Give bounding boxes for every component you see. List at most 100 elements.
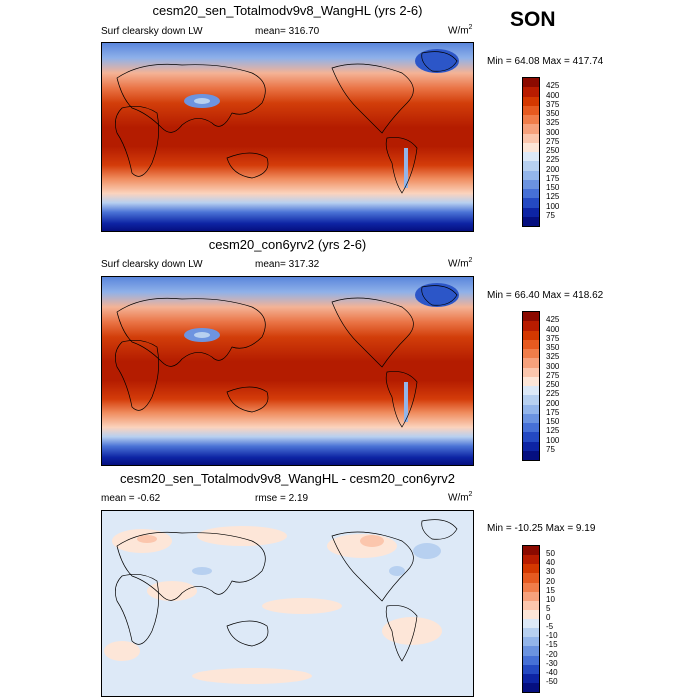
panel-2-colorbar [522, 311, 540, 461]
colorbar-tick-label: 325 [546, 118, 560, 128]
panel-1-minmax: Min = 64.08 Max = 417.74 [487, 56, 604, 67]
colorbar-tick-label: 75 [546, 444, 555, 454]
colorbar-tick-label: 250 [546, 146, 560, 155]
colorbar-swatch [523, 664, 539, 674]
colorbar-tick-label: -5 [546, 622, 554, 632]
colorbar-tick-label: 400 [546, 324, 560, 334]
colorbar-swatch [523, 105, 539, 115]
colorbar-swatch [523, 161, 539, 171]
panel-1-units: W/m2 [448, 24, 473, 37]
colorbar-tick-label: -30 [546, 658, 558, 668]
colorbar-tick-label: 100 [546, 435, 560, 445]
colorbar-tick-label: 20 [546, 576, 555, 586]
colorbar-swatch [523, 321, 539, 331]
colorbar-tick-label: 40 [546, 558, 555, 568]
colorbar-swatch [523, 152, 539, 162]
colorbar-swatch [523, 133, 539, 143]
colorbar-swatch [523, 591, 539, 601]
colorbar-tick-label: 375 [546, 99, 560, 109]
colorbar-swatch [523, 96, 539, 106]
panel-1-mean: mean= 316.70 [255, 26, 320, 37]
colorbar-tick-label: 50 [546, 549, 555, 559]
panel-3-title: cesm20_sen_Totalmodv9v8_WangHL - cesm20_… [119, 471, 456, 486]
colorbar-swatch [523, 637, 539, 647]
colorbar-tick-label: 225 [546, 155, 560, 165]
colorbar-tick-label: 425 [546, 81, 560, 91]
colorbar-swatch [523, 441, 539, 451]
colorbar-tick-label: 0 [546, 613, 551, 622]
colorbar-swatch [523, 198, 539, 208]
colorbar-tick-label: -40 [546, 667, 558, 677]
colorbar-tick-label: 325 [546, 352, 560, 362]
colorbar-swatch [523, 189, 539, 199]
panel-2-title: cesm20_con6yrv2 (yrs 2-6) [208, 237, 367, 252]
colorbar-swatch [523, 115, 539, 125]
colorbar-tick-label: 300 [546, 361, 560, 371]
colorbar-swatch [523, 600, 539, 610]
panel-2-variable-label: Surf clearsky down LW [101, 259, 203, 270]
season-label: SON [510, 8, 556, 31]
colorbar-swatch [523, 395, 539, 405]
colorbar-swatch [523, 646, 539, 656]
colorbar-swatch [523, 655, 539, 665]
colorbar-swatch [523, 376, 539, 386]
colorbar-swatch [523, 546, 539, 556]
colorbar-tick-label: -10 [546, 631, 558, 641]
panel-1-variable-label: Surf clearsky down LW [101, 26, 203, 37]
colorbar-swatch [523, 450, 539, 460]
colorbar-swatch [523, 619, 539, 629]
panel-1-map [101, 42, 474, 232]
colorbar-swatch [523, 349, 539, 359]
colorbar-swatch [523, 142, 539, 152]
colorbar-tick-label: 75 [546, 210, 555, 220]
panel-2-mean: mean= 317.32 [255, 259, 320, 270]
colorbar-tick-label: 30 [546, 567, 555, 577]
colorbar-swatch [523, 423, 539, 433]
colorbar-swatch [523, 358, 539, 368]
colorbar-tick-label: 125 [546, 192, 560, 202]
panel-3-rmse: rmse = 2.19 [255, 493, 309, 504]
colorbar-tick-label: -20 [546, 649, 558, 659]
panel-3-minmax: Min = -10.25 Max = 9.19 [487, 523, 596, 534]
colorbar-swatch [523, 682, 539, 692]
colorbar-tick-label: 225 [546, 389, 560, 399]
panel-2-units: W/m2 [448, 257, 473, 270]
colorbar-tick-label: 125 [546, 426, 560, 436]
colorbar-swatch [523, 573, 539, 583]
colorbar-tick-label: 250 [546, 380, 560, 389]
panel-1-title: cesm20_sen_Totalmodv9v8_WangHL (yrs 2-6) [152, 3, 423, 18]
colorbar-swatch [523, 609, 539, 619]
panel-1-colorbar [522, 77, 540, 227]
colorbar-tick-label: 400 [546, 90, 560, 100]
colorbar-swatch [523, 404, 539, 414]
colorbar-swatch [523, 312, 539, 322]
colorbar-tick-label: -50 [546, 676, 558, 686]
colorbar-swatch [523, 216, 539, 226]
colorbar-swatch [523, 179, 539, 189]
colorbar-swatch [523, 124, 539, 134]
colorbar-swatch [523, 582, 539, 592]
colorbar-tick-label: 425 [546, 315, 560, 325]
colorbar-swatch [523, 330, 539, 340]
colorbar-swatch [523, 628, 539, 638]
colorbar-swatch [523, 564, 539, 574]
colorbar-tick-label: 175 [546, 173, 560, 183]
colorbar-tick-label: 350 [546, 343, 560, 352]
panel-3-mean: mean = -0.62 [101, 493, 161, 504]
colorbar-swatch [523, 367, 539, 377]
colorbar-tick-label: 15 [546, 585, 555, 595]
colorbar-tick-label: -15 [546, 640, 558, 650]
colorbar-swatch [523, 386, 539, 396]
colorbar-swatch [523, 87, 539, 97]
colorbar-tick-label: 150 [546, 183, 560, 192]
panel-3-units: W/m2 [448, 491, 473, 504]
colorbar-tick-label: 5 [546, 603, 551, 613]
panel-2-map [101, 276, 474, 466]
colorbar-swatch [523, 673, 539, 683]
colorbar-swatch [523, 339, 539, 349]
colorbar-tick-label: 10 [546, 594, 555, 604]
colorbar-tick-label: 375 [546, 333, 560, 343]
colorbar-swatch [523, 555, 539, 565]
colorbar-swatch [523, 432, 539, 442]
colorbar-tick-label: 275 [546, 370, 560, 380]
